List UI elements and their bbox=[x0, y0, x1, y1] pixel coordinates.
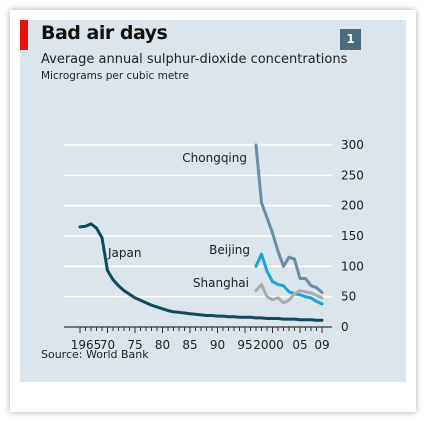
chart-title: Bad air days bbox=[41, 22, 168, 44]
x-tick-label: 09 bbox=[314, 338, 329, 352]
brand-red-bar bbox=[20, 20, 28, 50]
x-tick-label: 95 bbox=[237, 338, 252, 352]
y-tick-label: 250 bbox=[341, 168, 364, 182]
x-tick-label: 90 bbox=[210, 338, 225, 352]
chart-number-badge: 1 bbox=[340, 29, 361, 50]
y-tick-label: 200 bbox=[341, 199, 364, 213]
series-lines bbox=[78, 143, 324, 322]
series-label-beijing: Beijing bbox=[209, 243, 250, 257]
y-tick-labels: 0 50 100 150 200 250 300 bbox=[341, 138, 364, 334]
x-tick-label: 75 bbox=[127, 338, 142, 352]
series-line-chongqing bbox=[254, 143, 324, 294]
series-line-beijing bbox=[254, 252, 324, 306]
series-label-japan: Japan bbox=[107, 246, 141, 260]
series-labels: Japan Chongqing Beijing Shanghai bbox=[107, 151, 250, 290]
x-tick-label: 1965 bbox=[71, 338, 102, 352]
x-tick-label: 85 bbox=[182, 338, 197, 352]
series-line-japan bbox=[78, 222, 324, 322]
series-line-shanghai bbox=[254, 283, 324, 305]
y-tick-label: 150 bbox=[341, 229, 364, 243]
source-note: Source: World Bank bbox=[41, 348, 149, 361]
gridlines bbox=[64, 144, 332, 298]
series-label-chongqing: Chongqing bbox=[182, 151, 247, 165]
y-tick-label: 100 bbox=[341, 259, 364, 273]
x-tick-label: 80 bbox=[155, 338, 170, 352]
chart-panel bbox=[20, 20, 406, 382]
y-tick-label: 300 bbox=[341, 138, 364, 152]
x-tick-label: 70 bbox=[100, 338, 115, 352]
y-tick-label: 50 bbox=[341, 290, 356, 304]
x-axis bbox=[64, 326, 332, 333]
y-axis-unit-label: Micrograms per cubic metre bbox=[41, 70, 189, 82]
y-tick-label: 0 bbox=[341, 320, 349, 334]
series-label-shanghai: Shanghai bbox=[193, 276, 249, 290]
x-tick-label: 05 bbox=[292, 338, 307, 352]
chart-subtitle: Average annual sulphur-dioxide concentra… bbox=[41, 52, 348, 67]
x-tick-label: 2000 bbox=[253, 338, 284, 352]
